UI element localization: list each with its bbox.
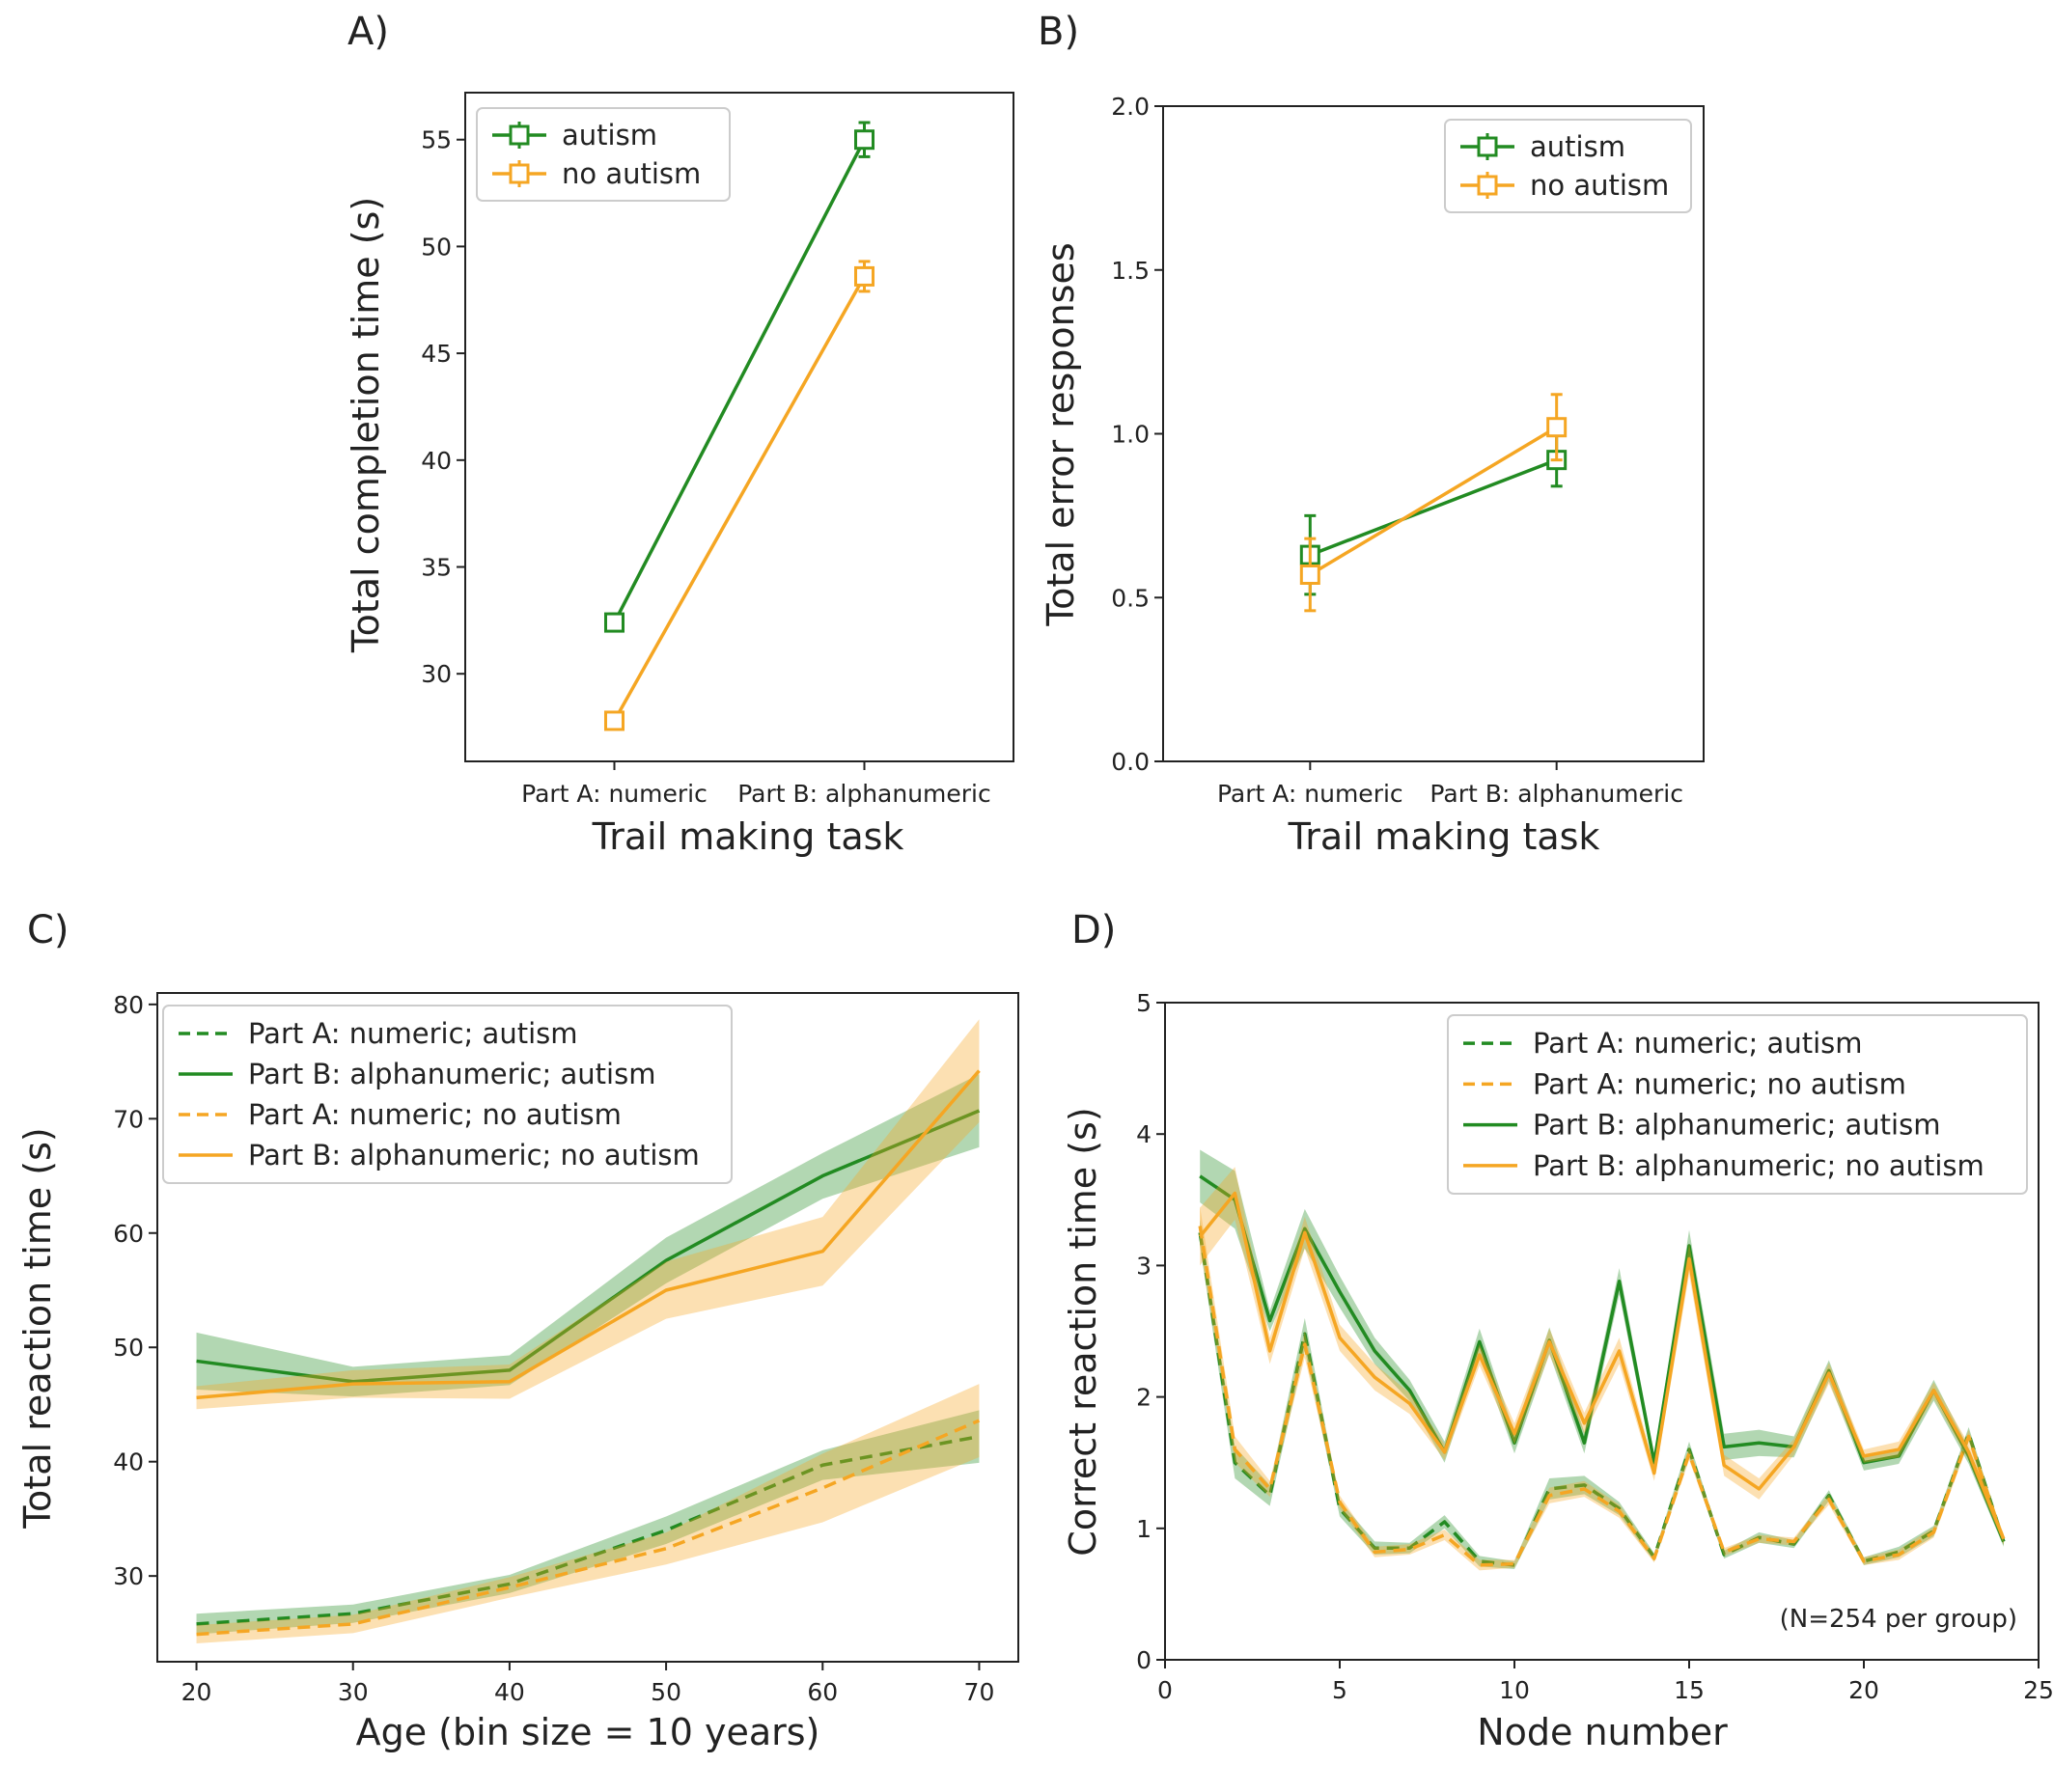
series-line — [1310, 427, 1556, 575]
x-tick-label: 30 — [338, 1678, 369, 1706]
data-point — [605, 712, 623, 730]
x-tick-label: Part A: numeric — [1217, 780, 1403, 808]
y-tick-label: 4 — [1136, 1120, 1152, 1148]
data-point — [1548, 419, 1566, 436]
x-tick-label: 15 — [1674, 1676, 1705, 1704]
y-tick-label: 1.0 — [1111, 421, 1150, 449]
x-tick-label: 50 — [651, 1678, 681, 1706]
y-tick-label: 50 — [421, 233, 452, 261]
y-tick-label: 70 — [113, 1105, 144, 1133]
x-axis-label: Age (bin size = 10 years) — [356, 1711, 820, 1753]
data-point — [856, 131, 874, 149]
y-tick-label: 0.5 — [1111, 584, 1150, 612]
x-tick-label: Part B: alphanumeric — [737, 780, 991, 808]
x-axis-label: Trail making task — [1288, 815, 1600, 858]
panel-label: B) — [1038, 10, 1079, 54]
x-tick-label: Part B: alphanumeric — [1429, 780, 1683, 808]
legend-marker — [511, 165, 528, 182]
plot-area — [1301, 395, 1565, 611]
panel-b: B) 0.0 0.5 1.0 1.5 2.0 Part A: numeric Part B: … — [1038, 10, 1704, 858]
x-tick-label: 25 — [2023, 1676, 2054, 1704]
y-tick-label: 5 — [1136, 989, 1152, 1017]
y-tick-label: 2 — [1136, 1384, 1152, 1412]
y-tick-label: 0 — [1136, 1646, 1152, 1674]
y-tick-label: 45 — [421, 340, 452, 368]
y-tick-label: 80 — [113, 991, 144, 1019]
x-tick-label: 10 — [1499, 1676, 1530, 1704]
y-tick-label: 40 — [113, 1448, 144, 1476]
legend-label: no autism — [562, 157, 701, 190]
y-tick-label: 55 — [421, 126, 452, 154]
panel-c: C) 30 40 50 60 70 80 20 30 40 50 60 70 Age (bin size … — [16, 908, 1018, 1753]
x-tick-label: Part A: numeric — [521, 780, 708, 808]
x-tick-label: 60 — [807, 1678, 838, 1706]
y-tick-label: 1.5 — [1111, 257, 1150, 285]
x-axis-label: Trail making task — [592, 815, 904, 858]
legend-label: Part A: numeric; no autism — [1533, 1067, 1906, 1100]
data-point — [856, 267, 874, 285]
legend: Part A: numeric; autism Part B: alphanume… — [163, 1006, 732, 1183]
legend-label: Part A: numeric; autism — [1533, 1027, 1863, 1060]
data-point — [605, 614, 623, 631]
series-line — [1310, 460, 1556, 555]
legend-label: Part B: alphanumeric; autism — [1533, 1109, 1940, 1142]
y-axis-label: Total completion time (s) — [345, 197, 387, 653]
y-tick-label: 0.0 — [1111, 748, 1150, 776]
legend-label: Part A: numeric; no autism — [248, 1098, 622, 1131]
x-tick-label: 0 — [1157, 1676, 1173, 1704]
legend-label: Part B: alphanumeric; no autism — [1533, 1149, 1985, 1182]
y-tick-label: 2.0 — [1111, 93, 1150, 121]
legend-marker — [1479, 177, 1496, 194]
y-axis-label: Total reaction time (s) — [16, 1127, 59, 1529]
x-tick-label: 40 — [494, 1678, 525, 1706]
y-axis-label: Correct reaction time (s) — [1062, 1107, 1104, 1556]
series-line — [614, 140, 864, 622]
sample-size-note: (N=254 per group) — [1780, 1605, 2017, 1634]
legend-label: autism — [1530, 130, 1625, 163]
y-tick-label: 3 — [1136, 1252, 1152, 1280]
legend-label: Part A: numeric; autism — [248, 1017, 578, 1050]
legend-label: Part B: alphanumeric; autism — [248, 1058, 655, 1090]
legend-label: no autism — [1530, 169, 1669, 202]
legend: Part A: numeric; autism Part A: numeric; … — [1448, 1015, 2027, 1194]
x-tick-label: 20 — [181, 1678, 212, 1706]
y-tick-label: 50 — [113, 1334, 144, 1362]
y-tick-label: 40 — [421, 447, 452, 475]
y-tick-label: 1 — [1136, 1515, 1152, 1543]
plot-area — [1200, 1150, 2004, 1571]
series-line — [1200, 1176, 2004, 1542]
panel-d: D) 0 1 2 3 4 5 0 5 10 15 20 25 Node number Correct rea… — [1062, 908, 2054, 1753]
data-point — [1301, 565, 1318, 583]
legend-label: Part B: alphanumeric; no autism — [248, 1139, 700, 1172]
y-tick-label: 30 — [421, 660, 452, 688]
plot-area — [605, 123, 873, 730]
figure: A)303540455055Part A: numeric Part B: alp… — [0, 0, 2054, 1792]
x-tick-label: 20 — [1848, 1676, 1879, 1704]
x-tick-label: 70 — [964, 1678, 995, 1706]
legend: autism no autism — [477, 108, 730, 201]
legend-label: autism — [562, 119, 657, 152]
y-axis-label: Total error responses — [1040, 242, 1082, 626]
panel-label: A) — [347, 10, 389, 54]
y-tick-label: 35 — [421, 554, 452, 582]
panel-label: C) — [27, 908, 69, 952]
legend: autism no autism — [1445, 120, 1691, 212]
panel-a: A) 30 35 40 45 50 55 Part A: numeric Part B: alp… — [345, 10, 1013, 858]
x-tick-label: 5 — [1332, 1676, 1347, 1704]
series-line — [614, 276, 864, 721]
x-axis-label: Node number — [1477, 1711, 1728, 1753]
y-tick-label: 60 — [113, 1220, 144, 1248]
series-band — [1200, 1150, 2004, 1547]
series-band — [197, 1384, 980, 1643]
y-tick-label: 30 — [113, 1562, 144, 1590]
panel-label: D) — [1071, 908, 1116, 952]
legend-marker — [1479, 138, 1496, 155]
legend-marker — [511, 126, 528, 144]
